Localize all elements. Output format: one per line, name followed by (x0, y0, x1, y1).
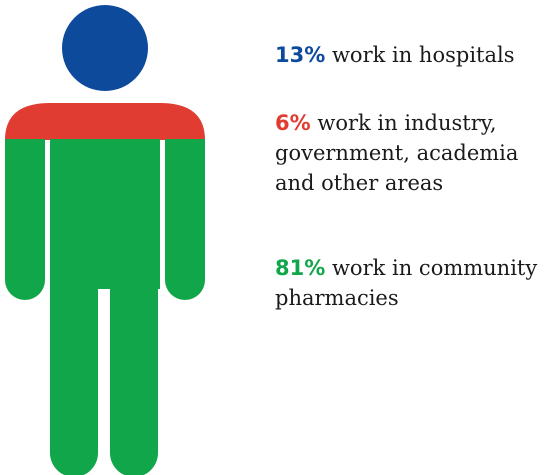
stat-label: work in hospitals (331, 43, 515, 67)
torso-shape (50, 139, 160, 289)
stat-hospitals: 13% work in hospitals (275, 40, 550, 70)
body-segment-community (5, 139, 205, 475)
head-segment-hospitals (62, 5, 148, 91)
right-leg-shape (110, 288, 158, 475)
right-arm-shape (165, 139, 205, 300)
stat-community-pharmacies: 81% work in community pharmacies (275, 253, 550, 313)
shoulders-segment-industry (5, 103, 205, 140)
arm-gaps (45, 140, 165, 300)
left-arm-shape (5, 139, 45, 300)
stat-label: work in community pharmacies (275, 256, 538, 310)
left-leg-shape (50, 288, 98, 475)
person-figure (5, 5, 205, 475)
stat-percentage: 13% (275, 43, 326, 67)
stat-label: work in industry, government, academia a… (275, 111, 519, 195)
stat-industry: 6% work in industry, government, academi… (275, 108, 550, 198)
stat-percentage: 6% (275, 111, 311, 135)
stat-percentage: 81% (275, 256, 326, 280)
